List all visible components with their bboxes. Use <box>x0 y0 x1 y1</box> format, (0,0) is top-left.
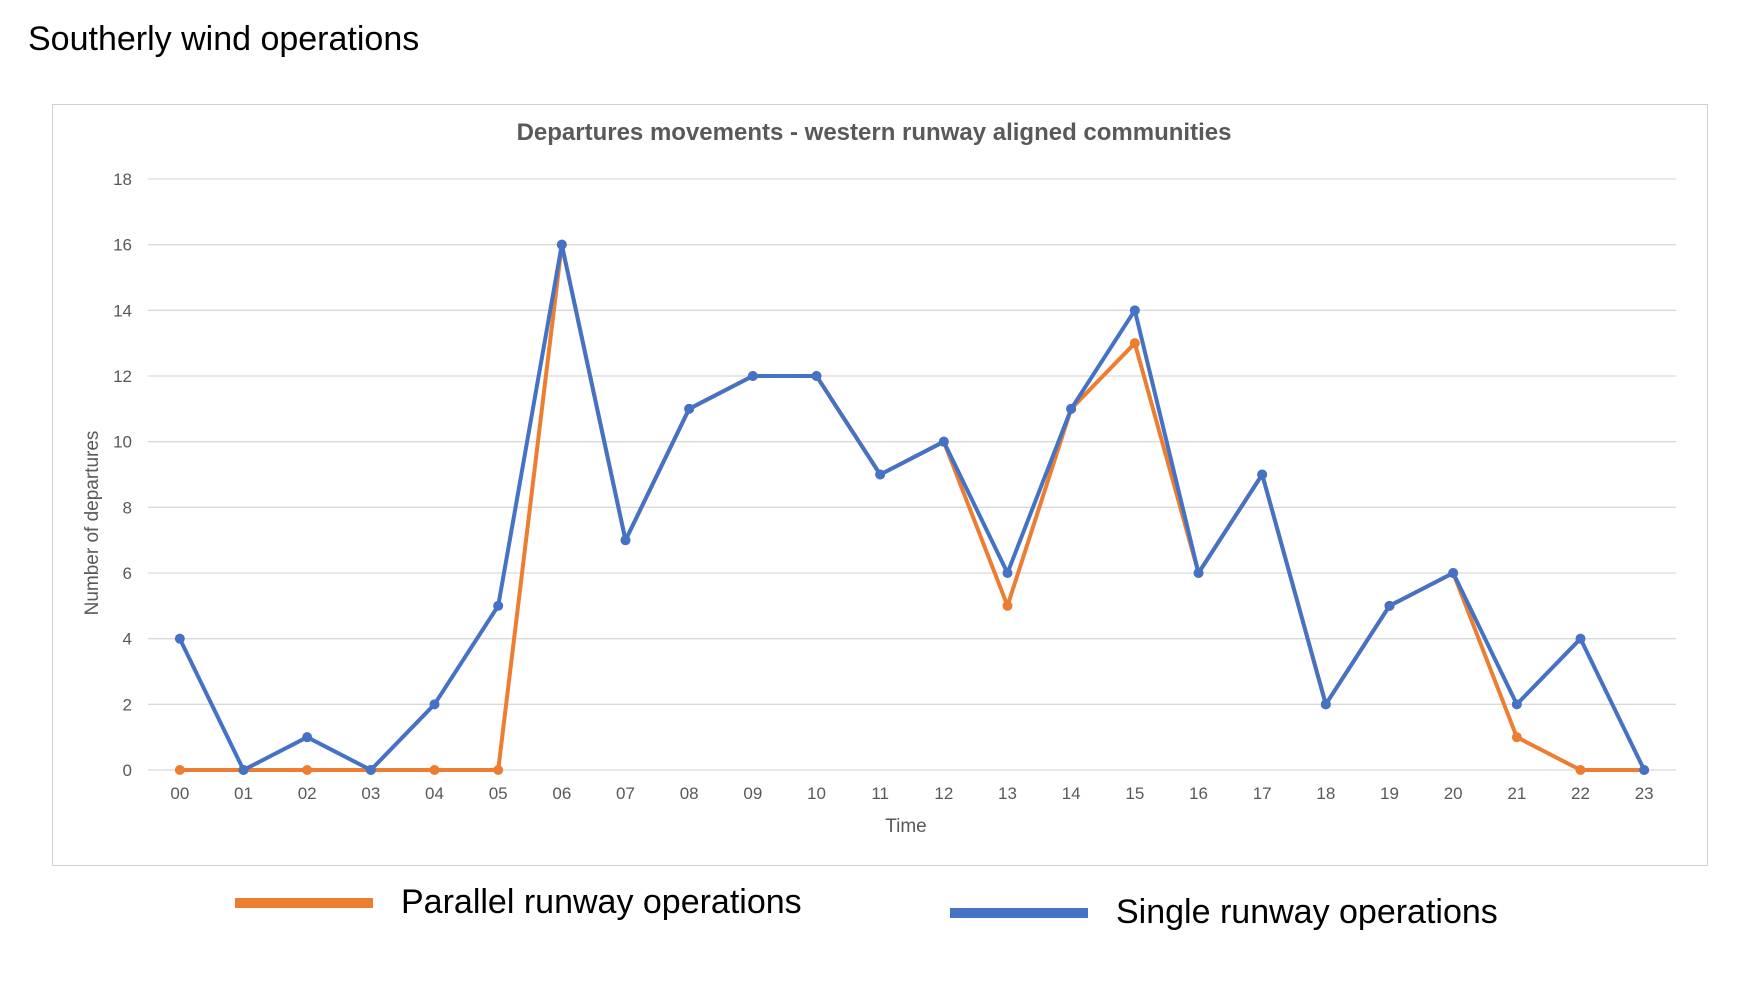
legend-item-parallel: Parallel runway operations <box>235 883 802 922</box>
x-tick-label: 02 <box>298 784 317 803</box>
x-tick-label: 14 <box>1062 784 1081 803</box>
data-point-single <box>174 633 185 644</box>
data-point-single <box>1066 403 1077 414</box>
data-point-single <box>1002 568 1013 578</box>
y-tick-label: 8 <box>123 498 132 517</box>
y-tick-label: 14 <box>113 301 132 320</box>
y-tick-label: 12 <box>113 367 132 386</box>
x-tick-label: 16 <box>1189 784 1208 803</box>
data-point-single <box>493 600 504 611</box>
x-tick-label: 07 <box>616 784 635 803</box>
data-point-single <box>365 765 376 775</box>
x-tick-label: 06 <box>552 784 571 803</box>
x-tick-label: 11 <box>871 784 889 803</box>
data-point-single <box>1639 765 1650 775</box>
y-axis-label: Number of departures <box>82 431 103 616</box>
y-tick-label: 16 <box>113 236 132 255</box>
x-tick-label: 12 <box>934 784 953 803</box>
x-axis-label: Time <box>885 816 927 837</box>
chart-title: Departures movements - western runway al… <box>517 119 1232 146</box>
gridlines <box>148 178 1676 771</box>
data-point-parallel <box>174 765 185 775</box>
data-point-parallel <box>493 765 504 775</box>
legend-label-single: Single runway operations <box>1116 893 1498 931</box>
chart-frame: Departures movements - western runway al… <box>52 104 1708 866</box>
legend-swatch-parallel <box>235 897 373 908</box>
y-tick-label: 18 <box>113 170 132 189</box>
x-tick-label: 03 <box>361 784 380 803</box>
data-point-single <box>811 371 822 381</box>
x-axis-ticks: 00 01 02 03 04 05 06 07 08 09 10 11 12 13 14 15 16 17 18 19… <box>170 784 1653 803</box>
y-tick-label: 2 <box>123 695 132 714</box>
x-tick-label: 09 <box>743 784 762 803</box>
x-tick-label: 10 <box>807 784 826 803</box>
data-point-single <box>1384 600 1395 611</box>
y-tick-label: 0 <box>123 761 132 780</box>
data-point-single <box>302 732 313 743</box>
data-point-single <box>1320 699 1331 710</box>
x-tick-label: 21 <box>1507 784 1526 803</box>
data-point-single <box>1448 568 1459 578</box>
x-tick-label: 13 <box>998 784 1017 803</box>
data-point-single <box>556 239 567 250</box>
x-tick-label: 18 <box>1316 784 1335 803</box>
data-point-single <box>938 436 949 447</box>
data-point-single <box>429 699 440 710</box>
legend-item-single: Single runway operations <box>950 893 1498 932</box>
page-heading: Southerly wind operations <box>28 20 420 58</box>
x-tick-label: 00 <box>170 784 189 803</box>
data-point-single <box>747 371 758 381</box>
data-point-parallel <box>1511 732 1522 743</box>
data-point-single <box>238 765 249 775</box>
x-tick-label: 01 <box>234 784 253 803</box>
y-tick-label: 6 <box>123 564 132 583</box>
x-tick-label: 05 <box>489 784 508 803</box>
x-tick-label: 22 <box>1571 784 1590 803</box>
data-point-parallel <box>1002 600 1013 611</box>
y-tick-label: 10 <box>113 433 132 452</box>
line-chart: Departures movements - western runway al… <box>82 119 1676 837</box>
x-tick-label: 19 <box>1380 784 1399 803</box>
x-tick-label: 08 <box>680 784 699 803</box>
data-point-parallel <box>429 765 440 775</box>
x-tick-label: 04 <box>425 784 444 803</box>
data-point-parallel <box>302 765 313 775</box>
series-lines <box>174 239 1650 775</box>
data-point-single <box>684 403 695 414</box>
x-tick-label: 15 <box>1125 784 1144 803</box>
y-axis-ticks: 0 2 4 6 8 10 12 14 16 18 <box>113 170 132 780</box>
y-tick-label: 4 <box>123 630 132 649</box>
legend-label-parallel: Parallel runway operations <box>401 883 802 921</box>
data-point-single <box>1575 633 1586 644</box>
legend-swatch-single <box>950 907 1088 918</box>
data-point-single <box>620 535 631 546</box>
data-point-single <box>1511 699 1522 710</box>
series-single <box>174 239 1650 775</box>
data-point-single <box>1129 305 1140 316</box>
x-tick-label: 20 <box>1444 784 1463 803</box>
x-tick-label: 23 <box>1635 784 1654 803</box>
data-point-single <box>1193 568 1204 578</box>
data-point-parallel <box>1575 765 1586 775</box>
data-point-parallel <box>1129 338 1140 349</box>
series-line-single <box>177 242 1647 772</box>
data-point-single <box>1257 469 1268 480</box>
x-tick-label: 17 <box>1253 784 1272 803</box>
data-point-single <box>875 469 886 480</box>
